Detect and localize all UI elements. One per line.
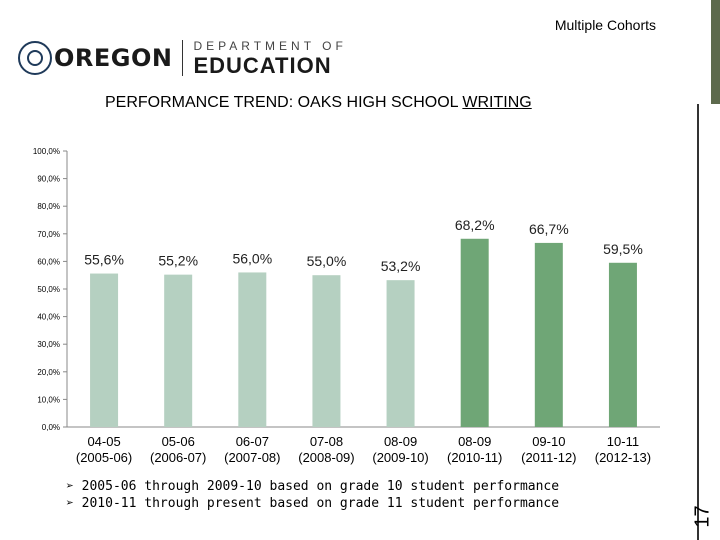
footnote-2: ➢ 2010-11 through present based on grade…: [66, 496, 560, 511]
x-tick-label: 06-07: [236, 434, 269, 449]
x-tick-sublabel: (2011-12): [521, 450, 576, 465]
side-rule: [697, 104, 699, 540]
bar: [312, 275, 341, 427]
logo-divider: [182, 40, 184, 76]
bar: [608, 262, 637, 427]
footnote-1: ➢ 2005-06 through 2009-10 based on grade…: [66, 479, 560, 494]
x-tick-sublabel: (2008-09): [298, 450, 354, 465]
y-tick-label: 10,0%: [37, 395, 60, 404]
cohort-label: Multiple Cohorts: [554, 17, 656, 33]
bar: [90, 273, 119, 427]
y-tick-label: 50,0%: [37, 285, 60, 294]
logo-dept-bottom: EDUCATION: [193, 52, 332, 78]
title-prefix: PERFORMANCE TREND: OAKS HIGH SCHOOL: [105, 94, 463, 111]
x-tick-label: 07-08: [310, 434, 343, 449]
x-tick-sublabel: (2010-11): [447, 450, 502, 465]
x-tick-sublabel: (2009-10): [372, 450, 428, 465]
page-number: 17: [691, 505, 714, 528]
y-tick-label: 0,0%: [42, 423, 60, 432]
y-tick-label: 70,0%: [37, 230, 60, 239]
x-tick-label: 04-05: [87, 434, 120, 449]
y-tick-label: 100,0%: [33, 147, 60, 156]
state-seal-icon: [18, 41, 52, 75]
bar: [238, 272, 267, 427]
logo-department: DEPARTMENT OF EDUCATION: [193, 40, 346, 77]
footnotes: ➢ 2005-06 through 2009-10 based on grade…: [66, 478, 559, 512]
data-label: 66,7%: [529, 221, 569, 237]
x-tick-label: 08-09: [384, 434, 417, 449]
data-label: 53,2%: [381, 258, 421, 274]
x-tick-label: 09-10: [532, 434, 565, 449]
data-label: 55,6%: [84, 252, 124, 268]
y-tick-label: 90,0%: [37, 175, 60, 184]
x-tick-label: 10-11: [607, 434, 639, 449]
data-label: 55,0%: [307, 253, 347, 269]
bar: [534, 242, 563, 427]
y-tick-label: 40,0%: [37, 313, 60, 322]
y-tick-label: 80,0%: [37, 202, 60, 211]
x-tick-label: 05-06: [162, 434, 195, 449]
logo-oregon: OREGON: [54, 44, 173, 72]
slide-title: PERFORMANCE TREND: OAKS HIGH SCHOOL WRIT…: [105, 94, 532, 112]
y-tick-label: 60,0%: [37, 257, 60, 266]
oregon-doe-logo: OREGON DEPARTMENT OF EDUCATION: [18, 38, 347, 78]
data-label: 56,0%: [232, 250, 272, 266]
y-tick-label: 30,0%: [37, 340, 60, 349]
bar: [460, 238, 489, 427]
y-tick-label: 20,0%: [37, 368, 60, 377]
x-tick-sublabel: (2006-07): [150, 450, 206, 465]
x-tick-sublabel: (2012-13): [595, 450, 651, 465]
data-label: 68,2%: [455, 217, 495, 233]
side-rail-accent: [711, 0, 720, 104]
data-label: 55,2%: [158, 253, 198, 269]
bar: [386, 280, 415, 427]
x-tick-sublabel: (2005-06): [76, 450, 132, 465]
x-tick-label: 08-09: [458, 434, 491, 449]
bar: [164, 274, 193, 427]
logo-dept-top: DEPARTMENT OF: [193, 38, 347, 53]
title-subject: WRITING: [462, 94, 532, 111]
x-tick-sublabel: (2007-08): [224, 450, 280, 465]
performance-bar-chart: 0,0% 10,0% 20,0% 30,0% 40,0% 50,0% 60,0% 70,0% 8…: [33, 147, 660, 465]
data-label: 59,5%: [603, 241, 643, 257]
